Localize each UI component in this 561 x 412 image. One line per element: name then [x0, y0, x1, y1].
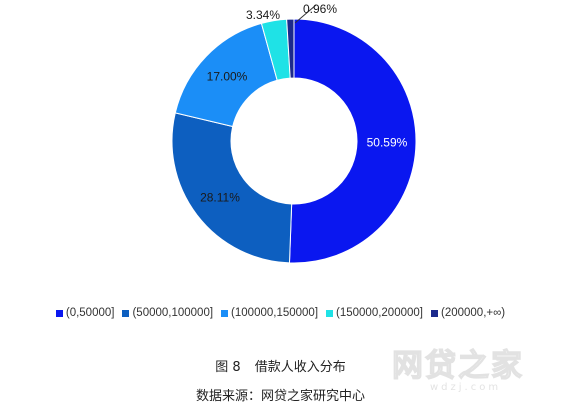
legend-label-4: (200000,+∞) [440, 307, 506, 319]
figure-number: 图 8 [215, 360, 241, 375]
legend-label-2: (100000,150000] [231, 307, 319, 319]
watermark-logo: 网贷之家 wdzj.com [388, 340, 548, 398]
legend-item-1: (50000,100000] [122, 307, 213, 319]
legend-item-0: (0,50000] [55, 307, 115, 319]
donut-chart-svg: 50.59% 28.11% 17.00% 3.34% 0.96% [171, 2, 417, 264]
legend-swatch-2 [221, 309, 229, 317]
legend-swatch-4 [430, 309, 438, 317]
legend-swatch-1 [122, 309, 130, 317]
slice-value-label-0: 50.59% [367, 136, 408, 150]
slice-leader-line-4 [294, 4, 317, 24]
legend-item-2: (100000,150000] [221, 307, 318, 319]
legend-label-1: (50000,100000] [132, 307, 214, 319]
watermark-text: 网贷之家 [391, 347, 524, 384]
donut-slice-4 [286, 18, 295, 79]
source-note: 数据来源：网贷之家研究中心 [195, 389, 365, 404]
legend-swatch-3 [326, 309, 334, 317]
figure-title: 借款人收入分布 [254, 360, 346, 375]
watermark-url: wdzj.com [430, 382, 502, 393]
slice-value-label-3: 3.34% [246, 8, 280, 22]
donut-slice-1 [171, 112, 293, 264]
slice-value-label-1: 28.11% [200, 190, 240, 204]
legend-item-3: (150000,200000] [326, 307, 423, 319]
legend-label-0: (0,50000] [65, 307, 115, 319]
legend-swatch-0 [55, 309, 63, 317]
slice-value-label-2: 17.00% [207, 69, 248, 83]
figure-caption: 图 8 借款人收入分布 [0, 356, 561, 375]
donut-chart: 50.59% 28.11% 17.00% 3.34% 0.96% [171, 2, 417, 264]
chart-legend: (0,50000] (50000,100000] (100000,150000] (1… [0, 304, 561, 322]
donut-slice-0 [288, 18, 417, 264]
slice-value-label-4: 0.96% [303, 2, 337, 16]
legend-item-4: (200000,+∞) [430, 307, 506, 319]
legend-label-3: (150000,200000] [336, 307, 423, 319]
